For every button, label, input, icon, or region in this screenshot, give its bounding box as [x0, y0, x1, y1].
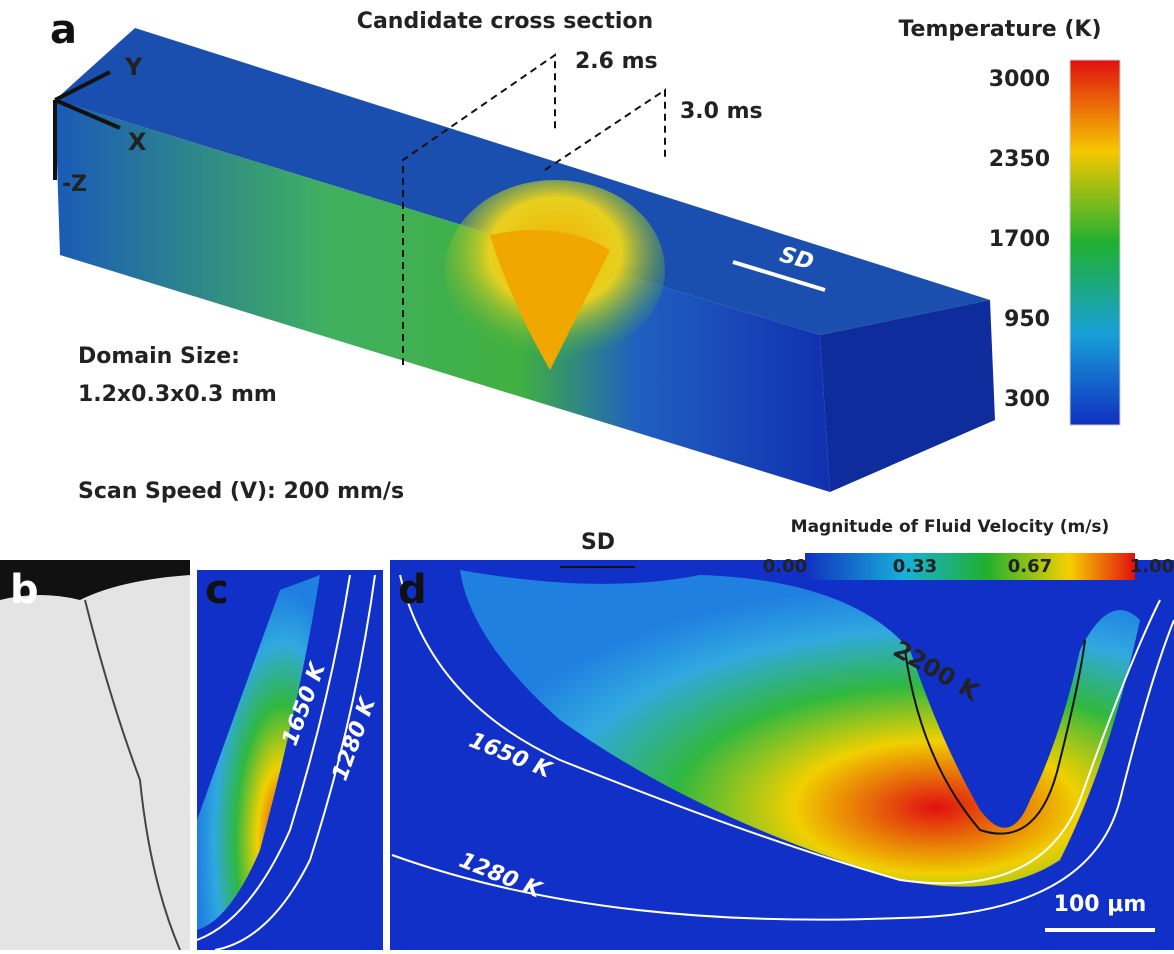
title: Candidate cross section: [357, 9, 653, 34]
colorbar: [805, 553, 1135, 580]
sd-label: SD: [581, 530, 615, 555]
domain-size: 1.2x0.3x0.3 mm: [78, 382, 277, 407]
tick-label: 3000: [989, 67, 1050, 92]
colorbar-title: Magnitude of Fluid Velocity (m/s): [791, 517, 1110, 537]
scale-label: 100 μm: [1054, 892, 1147, 917]
figure: a Candidate cross section 2.6 ms 3.0 ms …: [0, 0, 1174, 950]
tick-label: 2350: [989, 147, 1050, 172]
tick-label: 0.33: [893, 556, 937, 577]
tick-label: 0.00: [763, 556, 807, 577]
panel-label: a: [50, 7, 77, 53]
panel-label: d: [398, 567, 427, 613]
tick-label: 1700: [989, 227, 1050, 252]
panel-label: c: [205, 567, 229, 613]
colorbar-title: Temperature (K): [898, 17, 1101, 42]
axis-label: Y: [124, 53, 143, 81]
colorbar: [1070, 60, 1120, 425]
tick-label: 1.00: [1130, 556, 1174, 577]
axis-label: X: [128, 128, 147, 156]
scan-speed: Scan Speed (V): 200 mm/s: [78, 479, 404, 504]
tick-label: 950: [1004, 307, 1050, 332]
tick-label: 300: [1004, 387, 1050, 412]
domain-size: Domain Size:: [78, 344, 240, 369]
time-label: 2.6 ms: [575, 49, 658, 74]
micrograph: [0, 560, 190, 950]
time-label: 3.0 ms: [680, 99, 763, 124]
panel-label: b: [10, 567, 39, 613]
axis-label: -Z: [62, 172, 87, 197]
tick-label: 0.67: [1008, 556, 1052, 577]
colorbar-ticks: 3000 2350 1700 950 300: [989, 67, 1050, 412]
